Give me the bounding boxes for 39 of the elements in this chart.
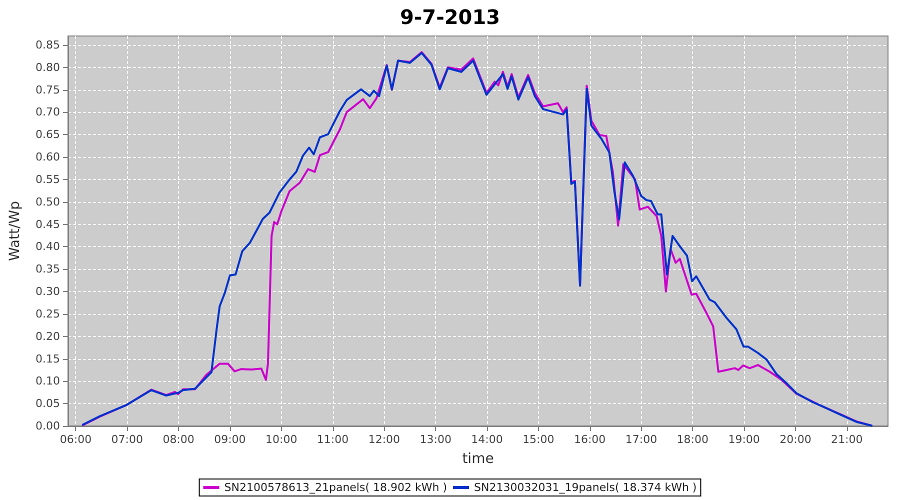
- y-tick-label: 0.80: [36, 60, 60, 74]
- legend-label: SN2100578613_21panels( 18.902 kWh ): [224, 481, 448, 494]
- y-tick-label: 0.50: [36, 195, 60, 208]
- legend-label: SN2130032031_19panels( 18.374 kWh ): [474, 481, 697, 494]
- y-axis-title: Watt/Wp: [7, 200, 23, 261]
- y-tick-label: 0.00: [36, 420, 60, 432]
- x-tick-label: 12:00: [368, 433, 400, 446]
- y-tick-label: 0.45: [36, 218, 60, 231]
- x-tick-label: 21:00: [831, 433, 863, 446]
- y-tick-label: 0.75: [36, 83, 60, 96]
- y-tick-label: 0.05: [36, 397, 60, 410]
- x-tick-label: 13:00: [420, 433, 452, 446]
- x-tick-label: 17:00: [625, 433, 658, 446]
- x-tick-label: 06:00: [60, 433, 92, 446]
- y-tick-label: 0.65: [36, 128, 60, 142]
- chart-title: 9-7-2013: [400, 5, 500, 29]
- y-tick-label: 0.35: [36, 262, 60, 276]
- x-axis-title: time: [462, 451, 494, 467]
- x-tick-label: 18:00: [676, 433, 708, 446]
- y-tick-label: 0.85: [36, 38, 60, 52]
- y-tick-label: 0.70: [36, 106, 60, 119]
- x-tick-label: 16:00: [574, 433, 606, 446]
- x-tick-label: 15:00: [522, 433, 554, 446]
- y-tick-label: 0.55: [36, 172, 60, 186]
- y-tick-label: 0.10: [36, 374, 60, 388]
- y-tick-label: 0.25: [36, 307, 60, 320]
- x-tick-label: 19:00: [728, 433, 760, 446]
- x-tick-label: 20:00: [780, 433, 812, 446]
- y-tick-label: 0.40: [36, 240, 60, 254]
- x-tick-label: 09:00: [214, 433, 246, 446]
- x-tick-label: 07:00: [111, 433, 143, 446]
- y-tick-label: 0.15: [36, 352, 60, 366]
- x-tick-label: 11:00: [316, 433, 349, 446]
- x-tick-label: 08:00: [162, 433, 194, 446]
- x-tick-label: 14:00: [471, 433, 503, 446]
- x-tick-label: 10:00: [266, 433, 298, 446]
- y-tick-label: 0.30: [36, 285, 60, 298]
- y-tick-label: 0.20: [36, 330, 60, 343]
- y-tick-label: 0.60: [36, 150, 60, 164]
